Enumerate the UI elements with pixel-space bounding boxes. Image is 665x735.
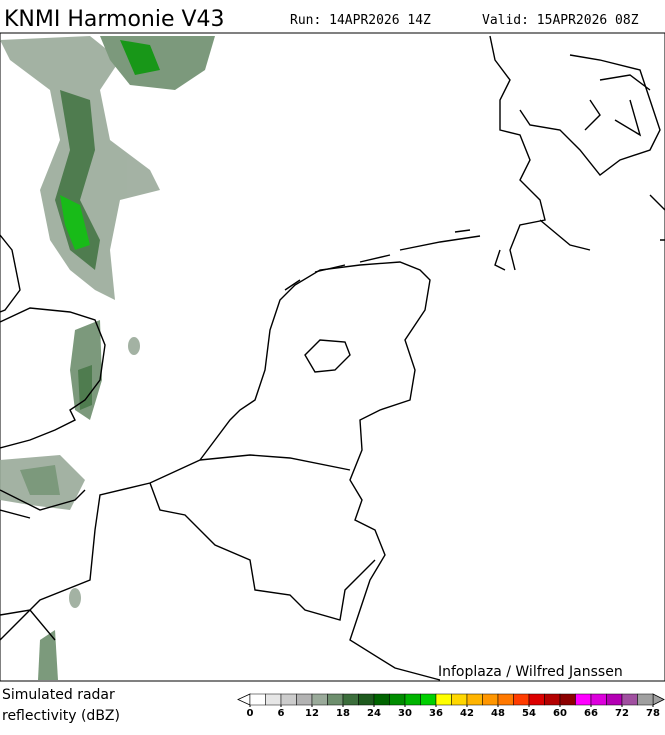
- colorbar-segment: [435, 693, 452, 706]
- colorbar-segment: [249, 693, 266, 706]
- colorbar-segment: [513, 693, 530, 706]
- colorbar-segment: [637, 693, 654, 706]
- colorbar-segment: [590, 693, 607, 706]
- colorbar-segment: [621, 693, 638, 706]
- title: KNMI Harmonie V43: [4, 7, 225, 32]
- colorbar-arrow: [652, 693, 665, 706]
- legend: Simulated radar reflectivity (dBZ) 0 6 12 1…: [2, 687, 665, 724]
- rain-area: [60, 195, 90, 250]
- colorbar-segment: [451, 693, 468, 706]
- colorbar-tick-label: 6: [278, 708, 285, 719]
- map: Infoplaza / Wilfred Janssen: [0, 32, 665, 682]
- rain-area: [69, 588, 81, 608]
- colorbar-segment: [559, 693, 576, 706]
- colorbar-segment: [497, 693, 514, 706]
- belgium-border: [149, 482, 376, 621]
- islands: [284, 229, 481, 291]
- credit: Infoplaza / Wilfred Janssen: [438, 664, 623, 680]
- coastline: [489, 35, 591, 271]
- colorbar-segment: [373, 693, 390, 706]
- colorbar-segment: [575, 693, 592, 706]
- precipitation: [0, 36, 215, 680]
- colorbar-tick-label: 24: [367, 708, 381, 719]
- rain-area: [128, 337, 140, 355]
- colorbar-tick-label: 30: [398, 708, 412, 719]
- colorbar-tick-label: 48: [491, 708, 505, 719]
- colorbar-tick-label: 72: [615, 708, 629, 719]
- valid-time: Valid: 15APR2026 08Z: [482, 13, 639, 28]
- colorbar-segment: [482, 693, 499, 706]
- colorbar-segment: [296, 693, 313, 706]
- colorbar-segment: [466, 693, 483, 706]
- colorbar-segment: [327, 693, 344, 706]
- colorbar-tick-label: 36: [429, 708, 443, 719]
- netherlands-border: [199, 261, 441, 681]
- colorbar-segment: [389, 693, 406, 706]
- colorbar-tick-label: 42: [460, 708, 474, 719]
- colorbar-tick-label: 0: [247, 708, 254, 719]
- colorbar-tick-label: 78: [646, 708, 660, 719]
- coastlines: [0, 35, 665, 681]
- coastline: [0, 234, 21, 313]
- colorbar-tick-label: 12: [305, 708, 319, 719]
- legend-label: reflectivity (dBZ): [2, 708, 120, 724]
- rain-area: [20, 465, 60, 495]
- colorbar-segment: [311, 693, 328, 706]
- colorbar-segment: [280, 693, 297, 706]
- rain-area: [38, 630, 58, 680]
- estuary: [199, 454, 351, 471]
- colorbar-segment: [358, 693, 375, 706]
- colorbar-segment: [420, 693, 437, 706]
- colorbar-tick-label: 54: [522, 708, 536, 719]
- colorbar-tick-label: 18: [336, 708, 350, 719]
- colorbar-arrow: [237, 693, 251, 706]
- rain-area: [120, 40, 160, 75]
- lake: [304, 339, 351, 373]
- colorbar-tick-label: 60: [553, 708, 567, 719]
- colorbar-segment: [342, 693, 359, 706]
- colorbar-segment: [544, 693, 561, 706]
- colorbar-segment: [265, 693, 282, 706]
- coastline: [0, 489, 86, 519]
- legend-label: Simulated radar: [2, 687, 115, 703]
- run-time: Run: 14APR2026 14Z: [290, 13, 431, 28]
- colorbar-segment: [606, 693, 623, 706]
- colorbar-segment: [528, 693, 545, 706]
- colorbar-segment: [404, 693, 421, 706]
- colorbar-tick-label: 66: [584, 708, 598, 719]
- coastline: [519, 54, 665, 241]
- rain-area: [78, 365, 92, 410]
- coastline: [0, 307, 106, 449]
